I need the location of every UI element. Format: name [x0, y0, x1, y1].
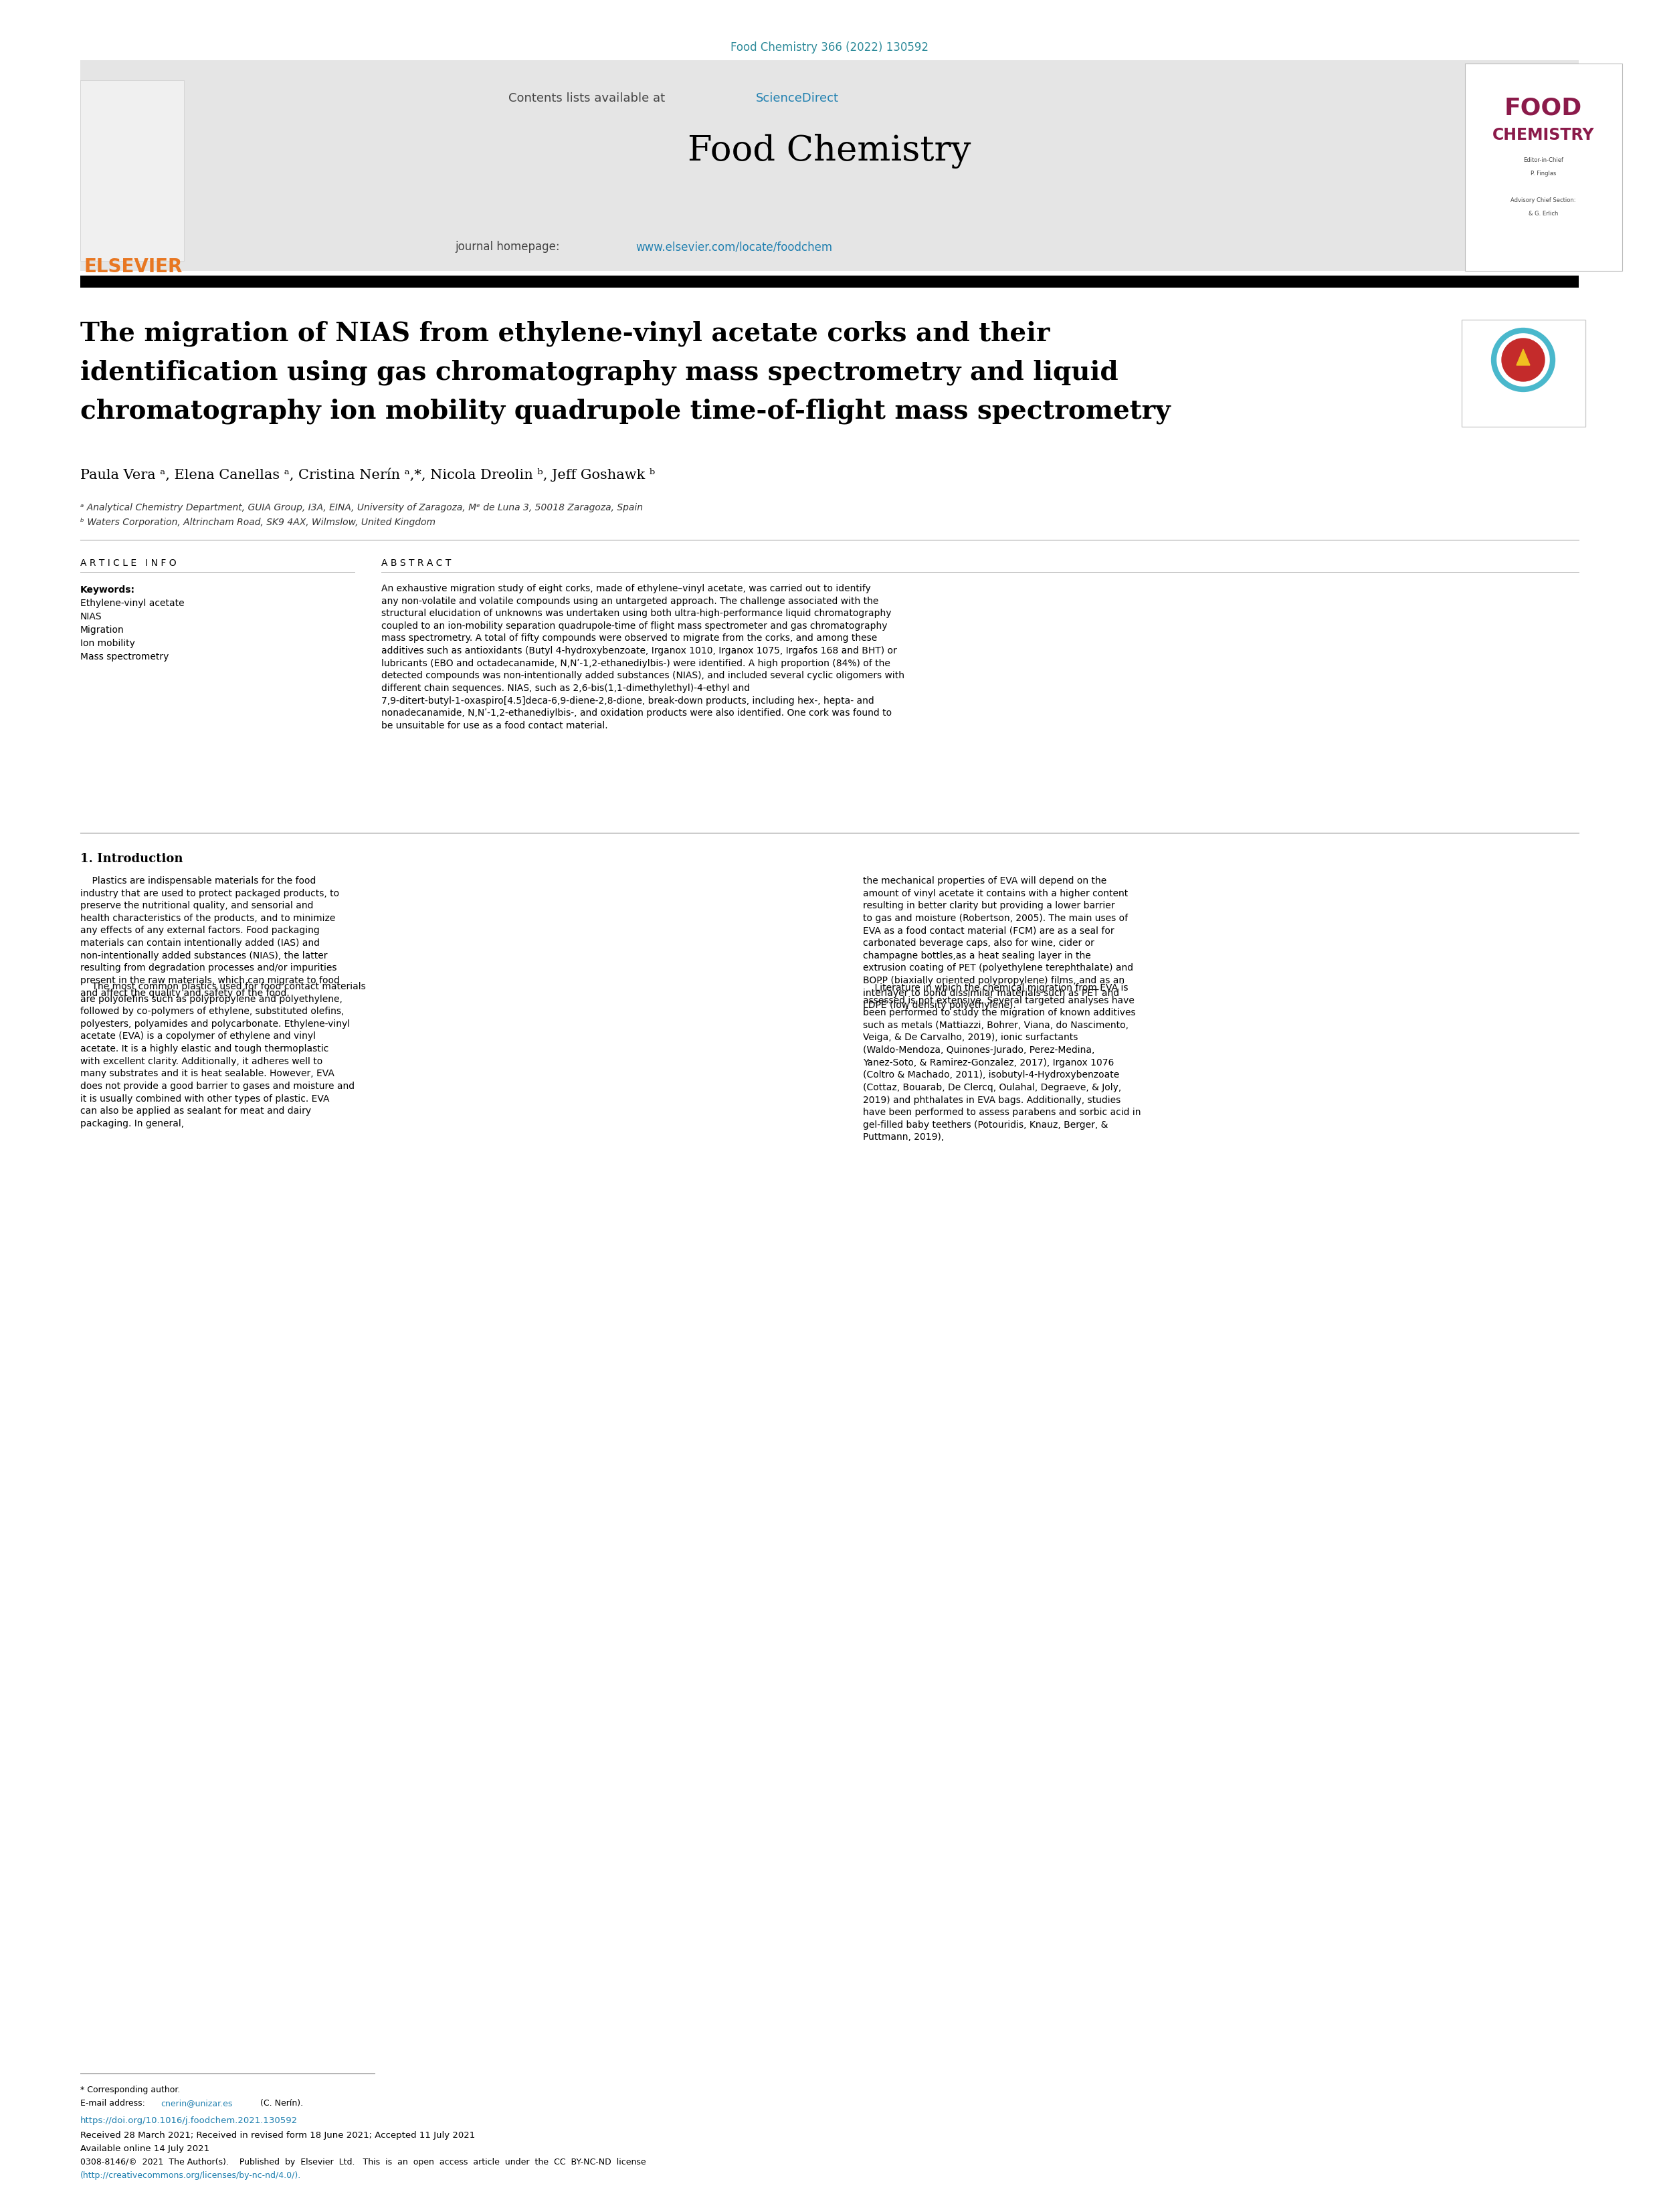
Text: identification using gas chromatography mass spectrometry and liquid: identification using gas chromatography … — [80, 361, 1118, 385]
Text: Received 28 March 2021; Received in revised form 18 June 2021; Accepted 11 July : Received 28 March 2021; Received in revi… — [80, 2130, 474, 2139]
Text: 1. Introduction: 1. Introduction — [80, 854, 182, 865]
Circle shape — [1501, 338, 1545, 380]
Bar — [80, 80, 184, 261]
Text: 0308-8146/©  2021  The Author(s).    Published  by  Elsevier  Ltd.   This  is  a: 0308-8146/© 2021 The Author(s). Publishe… — [80, 2159, 645, 2166]
Bar — [80, 276, 1579, 288]
Text: Available online 14 July 2021: Available online 14 July 2021 — [80, 2143, 209, 2152]
Text: Check for: Check for — [1503, 396, 1543, 405]
Text: Literature in which the chemical migration from EVA is
assessed is not extensive: Literature in which the chemical migrati… — [863, 984, 1141, 1141]
Text: & G. Erlich: & G. Erlich — [1528, 210, 1558, 217]
Text: www.elsevier.com/locate/foodchem: www.elsevier.com/locate/foodchem — [635, 241, 833, 252]
Bar — [80, 60, 1579, 270]
Bar — [1465, 64, 1623, 270]
Text: Editor-in-Chief: Editor-in-Chief — [1523, 157, 1563, 164]
Text: ELSEVIER: ELSEVIER — [83, 257, 182, 276]
Text: A B S T R A C T: A B S T R A C T — [382, 557, 451, 568]
Text: Migration: Migration — [80, 626, 124, 635]
Text: FOOD: FOOD — [1505, 97, 1583, 119]
Text: Contents lists available at: Contents lists available at — [508, 93, 669, 104]
Bar — [1462, 321, 1586, 427]
Text: An exhaustive migration study of eight corks, made of ethylene–vinyl acetate, wa: An exhaustive migration study of eight c… — [382, 584, 904, 730]
Text: ᵇ Waters Corporation, Altrincham Road, SK9 4AX, Wilmslow, United Kingdom: ᵇ Waters Corporation, Altrincham Road, S… — [80, 518, 435, 526]
Text: P. Finglas: P. Finglas — [1531, 170, 1556, 177]
Text: Ethylene-vinyl acetate: Ethylene-vinyl acetate — [80, 599, 184, 608]
Text: ᵃ Analytical Chemistry Department, GUIA Group, I3A, EINA, University of Zaragoza: ᵃ Analytical Chemistry Department, GUIA … — [80, 502, 644, 513]
Text: https://doi.org/10.1016/j.foodchem.2021.130592: https://doi.org/10.1016/j.foodchem.2021.… — [80, 2117, 297, 2126]
Text: Food Chemistry 366 (2022) 130592: Food Chemistry 366 (2022) 130592 — [730, 42, 929, 53]
Text: Paula Vera ᵃ, Elena Canellas ᵃ, Cristina Nerín ᵃ,*, Nicola Dreolin ᵇ, Jeff Gosha: Paula Vera ᵃ, Elena Canellas ᵃ, Cristina… — [80, 469, 655, 482]
Text: (http://creativecommons.org/licenses/by-nc-nd/4.0/).: (http://creativecommons.org/licenses/by-… — [80, 2172, 302, 2179]
Text: Food Chemistry: Food Chemistry — [688, 133, 971, 168]
Text: E-mail address:: E-mail address: — [80, 2099, 148, 2108]
Text: * Corresponding author.: * Corresponding author. — [80, 2086, 181, 2095]
Text: A R T I C L E   I N F O: A R T I C L E I N F O — [80, 557, 176, 568]
Text: the mechanical properties of EVA will depend on the
amount of vinyl acetate it c: the mechanical properties of EVA will de… — [863, 876, 1133, 1011]
Text: CHEMISTRY: CHEMISTRY — [1491, 126, 1594, 144]
Text: Ion mobility: Ion mobility — [80, 639, 134, 648]
Text: Advisory Chief Section:: Advisory Chief Section: — [1511, 197, 1576, 204]
Text: Plastics are indispensable materials for the food
industry that are used to prot: Plastics are indispensable materials for… — [80, 876, 340, 998]
Polygon shape — [1516, 349, 1530, 365]
Text: NIAS: NIAS — [80, 613, 103, 622]
Text: (C. Nerín).: (C. Nerín). — [257, 2099, 304, 2108]
Text: chromatography ion mobility quadrupole time-of-flight mass spectrometry: chromatography ion mobility quadrupole t… — [80, 398, 1171, 425]
Text: journal homepage:: journal homepage: — [455, 241, 562, 252]
Text: cnerin@unizar.es: cnerin@unizar.es — [161, 2099, 232, 2108]
Text: Keywords:: Keywords: — [80, 586, 134, 595]
Text: ScienceDirect: ScienceDirect — [757, 93, 839, 104]
Text: The most common plastics used for food contact materials
are polyolefins such as: The most common plastics used for food c… — [80, 982, 365, 1128]
Text: updates: updates — [1506, 407, 1540, 416]
Text: Mass spectrometry: Mass spectrometry — [80, 653, 169, 661]
Text: The migration of NIAS from ethylene-vinyl acetate corks and their: The migration of NIAS from ethylene-viny… — [80, 321, 1050, 347]
